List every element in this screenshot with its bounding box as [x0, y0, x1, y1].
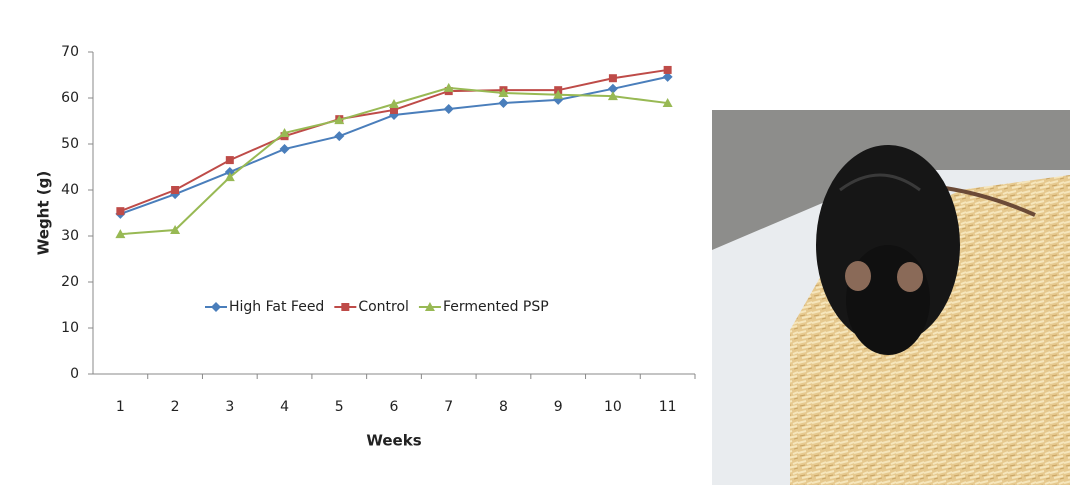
- legend-marker: [424, 302, 435, 311]
- x-tick-label: 2: [171, 399, 180, 415]
- marker: [116, 207, 125, 216]
- marker: [170, 225, 181, 235]
- marker: [225, 156, 234, 165]
- x-axis-label: Weeks: [366, 432, 421, 450]
- marker: [553, 89, 564, 99]
- marker: [224, 172, 235, 182]
- y-tick-label: 60: [61, 90, 79, 106]
- x-tick-label: 10: [604, 399, 622, 415]
- marker: [498, 98, 509, 109]
- legend-label: Fermented PSP: [443, 299, 549, 315]
- y-tick-label: 30: [61, 228, 79, 244]
- marker: [607, 91, 618, 101]
- legend-label: High Fat Feed: [229, 299, 324, 315]
- marker: [390, 105, 398, 114]
- y-axis-label: Weght (g): [35, 171, 53, 255]
- marker: [663, 65, 672, 74]
- x-tick-label: 6: [390, 399, 399, 415]
- marker: [662, 98, 673, 108]
- legend-marker: [211, 302, 221, 312]
- y-tick-label: 20: [61, 274, 79, 290]
- marker: [443, 82, 454, 92]
- x-tick-label: 1: [116, 399, 125, 415]
- marker: [334, 115, 345, 125]
- series-line: [120, 68, 668, 213]
- y-tick-label: 10: [61, 320, 79, 336]
- legend-label: Control: [358, 299, 409, 315]
- x-tick-label: 4: [280, 399, 289, 415]
- mouse-photo: [712, 110, 1070, 485]
- marker: [607, 83, 618, 94]
- marker: [115, 229, 126, 239]
- marker: [389, 98, 399, 108]
- x-tick-label: 5: [335, 399, 344, 415]
- marker: [171, 186, 180, 194]
- series-line: [120, 75, 668, 215]
- marker: [498, 87, 509, 97]
- y-tick-label: 70: [61, 44, 79, 60]
- y-tick-label: 50: [61, 136, 79, 152]
- y-tick-label: 0: [70, 366, 79, 382]
- marker: [608, 74, 617, 83]
- legend-marker: [341, 303, 350, 311]
- marker: [662, 71, 673, 82]
- marker: [279, 144, 290, 155]
- x-tick-label: 3: [225, 399, 234, 415]
- y-tick-label: 40: [61, 182, 79, 198]
- x-tick-label: 8: [499, 399, 508, 415]
- marker: [279, 127, 290, 137]
- marker: [334, 131, 345, 142]
- x-tick-label: 9: [554, 399, 563, 415]
- marker: [443, 104, 454, 115]
- x-tick-label: 11: [659, 399, 677, 415]
- x-tick-label: 7: [444, 399, 453, 415]
